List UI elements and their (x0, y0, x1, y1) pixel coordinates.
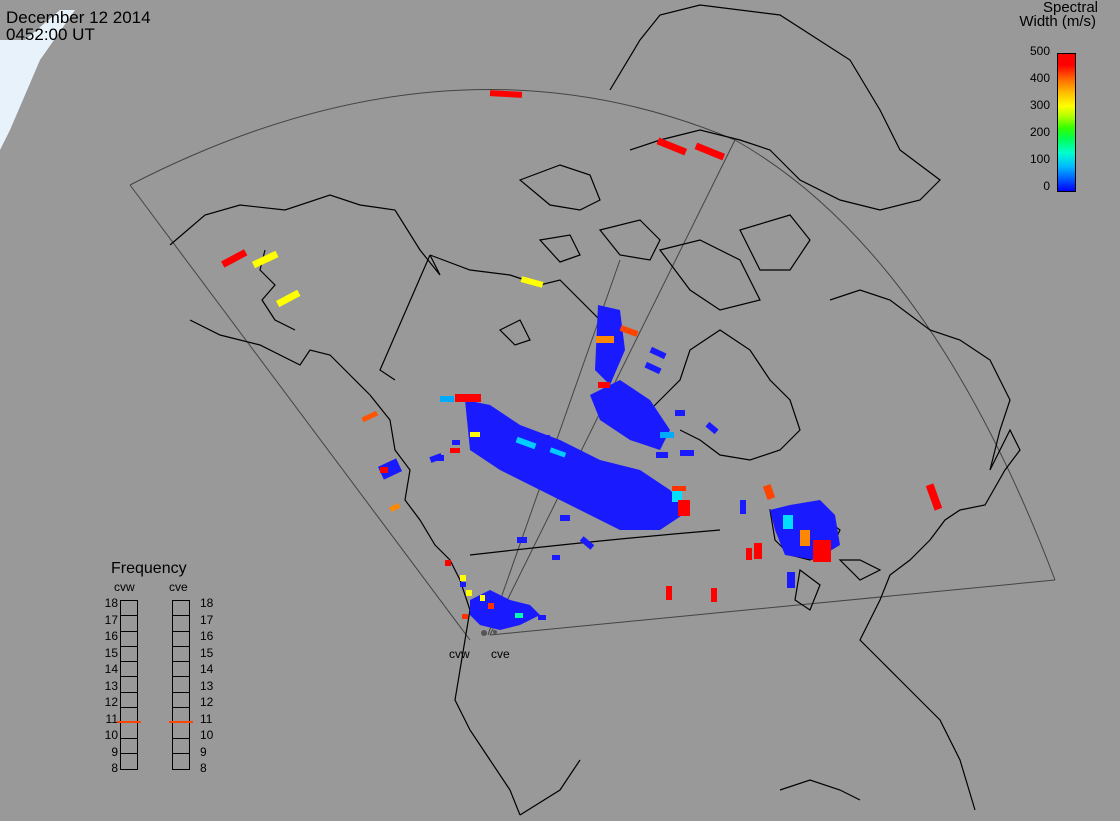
colorbar-tick: 400 (1029, 71, 1050, 85)
coastlines (169, 4, 1021, 816)
radar-label-cve: cve (169, 580, 188, 594)
frequency-level-label: 15 (104, 645, 118, 660)
frequency-level-label: 9 (200, 744, 207, 759)
colorbar-tick: 0 (1043, 179, 1050, 193)
frequency-level-label: 13 (104, 678, 118, 693)
frequency-level-label: 8 (200, 761, 207, 775)
frequency-level-label: 9 (111, 744, 118, 759)
colorbar-tick: 500 (1029, 44, 1050, 58)
frequency-level-label: 17 (200, 612, 214, 627)
frequency-level-label: 17 (104, 612, 118, 627)
frequency-title: Frequency (111, 560, 187, 577)
radar-echoes (221, 90, 943, 630)
frequency-marker-cvw (117, 721, 141, 724)
frequency-level-label: 12 (104, 695, 118, 709)
frequency-level-label: 13 (200, 678, 214, 693)
frequency-marker-cve (169, 721, 193, 724)
frequency-level-label: 11 (200, 711, 213, 726)
frequency-column-cvw (120, 600, 138, 771)
frequency-level-label: 8 (111, 761, 118, 775)
radar-label-cvw: cvw (114, 580, 135, 594)
colorbar (1057, 53, 1076, 192)
station-label-cve: cve (491, 647, 510, 661)
frequency-level-label: 14 (104, 662, 118, 676)
colorbar-title: Spectral (1042, 0, 1098, 16)
frequency-level-label: 10 (104, 728, 118, 742)
station-label-cvw: cvw (449, 647, 470, 661)
date-label: December 12 2014 (6, 8, 151, 27)
frequency-level-label: 11 (105, 711, 118, 726)
station-cvw-marker (481, 630, 487, 636)
colorbar-units: Width (m/s) (1019, 13, 1096, 30)
frequency-level-label: 18 (104, 596, 118, 610)
frequency-level-label: 12 (200, 695, 214, 709)
colorbar-tick: 100 (1029, 152, 1050, 166)
frequency-column-cve (172, 600, 190, 771)
ice-patch (0, 10, 75, 150)
time-label: 0452:00 UT (6, 25, 95, 44)
colorbar-tick: 200 (1029, 125, 1050, 139)
frequency-level-label: 14 (200, 662, 214, 676)
frequency-level-label: 10 (200, 728, 214, 742)
frequency-level-label: 18 (200, 596, 214, 610)
fov-outline (129, 88, 1056, 641)
colorbar-tick: 300 (1029, 98, 1050, 112)
frequency-level-label: 16 (104, 629, 118, 643)
station-cve-marker (493, 630, 497, 634)
frequency-level-label: 15 (200, 645, 214, 660)
frequency-level-label: 16 (200, 629, 214, 643)
